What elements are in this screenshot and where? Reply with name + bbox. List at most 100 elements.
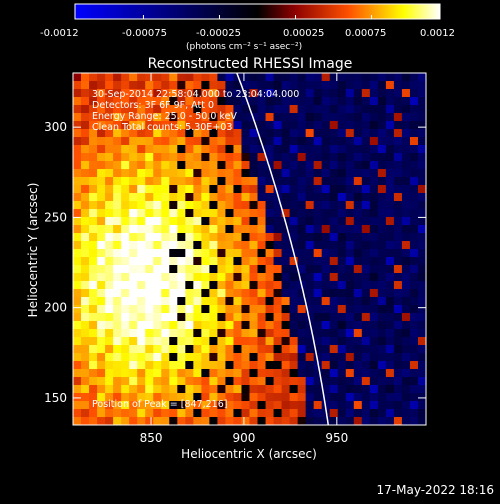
- heatmap-cell: [177, 161, 186, 170]
- heatmap-cell: [153, 153, 162, 162]
- heatmap-cell: [73, 145, 82, 154]
- heatmap-cell: [89, 321, 98, 330]
- heatmap-cell: [337, 129, 347, 138]
- heatmap-cell: [169, 257, 178, 266]
- heatmap-cell: [121, 169, 130, 178]
- heatmap-cell: [81, 409, 90, 418]
- heatmap-cell: [257, 289, 267, 298]
- heatmap-cell: [337, 137, 347, 146]
- heatmap-cell: [257, 241, 267, 250]
- heatmap-cell: [145, 161, 154, 170]
- heatmap-cell: [201, 145, 210, 154]
- heatmap-cell: [73, 97, 82, 106]
- heatmap-cell: [369, 153, 379, 162]
- heatmap-cell: [209, 273, 219, 282]
- heatmap-cell: [393, 201, 403, 210]
- heatmap-cell: [281, 153, 291, 162]
- heatmap-cell: [105, 105, 114, 114]
- heatmap-cell: [377, 313, 387, 322]
- heatmap-cell: [209, 113, 219, 122]
- heatmap-cell: [249, 209, 259, 218]
- heatmap-cell: [121, 129, 130, 138]
- heatmap-cell: [161, 137, 170, 146]
- heatmap-cell: [129, 113, 138, 122]
- heatmap-cell: [153, 417, 162, 425]
- heatmap-cell: [161, 329, 170, 338]
- heatmap-cell: [201, 217, 210, 226]
- heatmap-cell: [353, 209, 363, 218]
- heatmap-cell: [385, 337, 395, 346]
- heatmap-cell: [209, 153, 219, 162]
- heatmap-cell: [321, 225, 331, 234]
- heatmap-cell: [361, 161, 371, 170]
- heatmap-cell: [345, 265, 355, 274]
- heatmap-cell: [417, 73, 426, 82]
- heatmap-cell: [377, 225, 387, 234]
- heatmap-cell: [345, 233, 355, 242]
- heatmap-cell: [105, 273, 114, 282]
- heatmap-cell: [217, 225, 227, 234]
- heatmap-cell: [121, 337, 130, 346]
- heatmap-cell: [417, 185, 426, 194]
- heatmap-cell: [313, 313, 323, 322]
- heatmap-cell: [177, 393, 186, 402]
- heatmap-cell: [105, 81, 114, 90]
- heatmap-cell: [273, 257, 283, 266]
- heatmap-cell: [369, 89, 379, 98]
- heatmap-cell: [329, 241, 339, 250]
- heatmap-cell: [233, 137, 243, 146]
- heatmap-cell: [169, 265, 178, 274]
- heatmap-cell: [289, 113, 299, 122]
- heatmap-cell: [361, 281, 371, 290]
- heatmap-cell: [177, 177, 186, 186]
- heatmap-cell: [265, 417, 275, 425]
- heatmap-cell: [145, 337, 154, 346]
- heatmap-cell: [169, 305, 178, 314]
- heatmap-cell: [417, 361, 426, 370]
- heatmap-cell: [393, 185, 403, 194]
- heatmap-cell: [385, 73, 395, 82]
- heatmap-cell: [321, 321, 331, 330]
- solar-limb: [235, 73, 330, 425]
- heatmap-cell: [353, 129, 363, 138]
- heatmap-cell: [169, 321, 178, 330]
- heatmap-cell: [265, 297, 275, 306]
- heatmap-cell: [217, 337, 227, 346]
- heatmap-cell: [225, 337, 235, 346]
- heatmap-cell: [257, 273, 267, 282]
- heatmap-cell: [73, 193, 82, 202]
- heatmap-cell: [321, 169, 331, 178]
- heatmap-cell: [273, 241, 283, 250]
- heatmap-cell: [177, 201, 186, 210]
- heatmap-cell: [217, 89, 227, 98]
- heatmap-cell: [265, 217, 275, 226]
- heatmap-cell: [145, 113, 154, 122]
- heatmap-cell: [241, 97, 251, 106]
- heatmap-cell: [329, 121, 339, 130]
- heatmap-cell: [105, 121, 114, 130]
- heatmap-cell: [417, 225, 426, 234]
- heatmap-cell: [209, 217, 219, 226]
- heatmap-cell: [345, 217, 355, 226]
- colorbar-tick-label: -0.00075: [122, 28, 167, 39]
- heatmap-cell: [105, 297, 114, 306]
- heatmap-cell: [297, 313, 307, 322]
- heatmap-cell: [233, 273, 243, 282]
- x-axis-label: Heliocentric X (arcsec): [181, 447, 317, 461]
- heatmap-cell: [217, 201, 227, 210]
- heatmap-cell: [113, 137, 122, 146]
- heatmap-cell: [305, 121, 315, 130]
- heatmap-cell: [409, 305, 419, 314]
- heatmap-cell: [385, 201, 395, 210]
- heatmap-cell: [73, 177, 82, 186]
- heatmap-cell: [129, 217, 138, 226]
- heatmap-cell: [241, 209, 251, 218]
- heatmap-cell: [169, 153, 178, 162]
- heatmap-cell: [161, 105, 170, 114]
- heatmap-cell: [201, 345, 210, 354]
- heatmap-cell: [121, 329, 130, 338]
- heatmap-cell: [393, 169, 403, 178]
- heatmap-cell: [193, 225, 202, 234]
- heatmap-cell: [153, 193, 162, 202]
- heatmap-cell: [89, 369, 98, 378]
